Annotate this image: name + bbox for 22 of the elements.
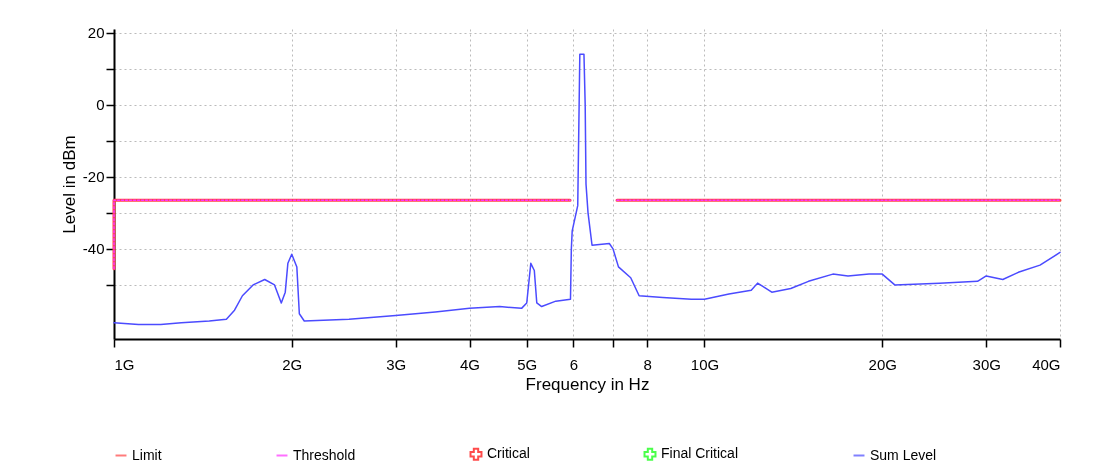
x-axis-title: Frequency in Hz [525, 374, 650, 394]
y-axis-title: Level in dBm [59, 135, 79, 234]
x-tick-label: 10G [690, 355, 720, 373]
y-tick-label: 20 [87, 24, 105, 42]
legend-label: Limit [132, 446, 162, 463]
y-tick-label: 0 [96, 96, 105, 114]
x-tick-label: 8 [643, 355, 652, 373]
y-tick-label: -20 [82, 168, 105, 186]
legend-label: Final Critical [661, 445, 739, 462]
legend-label: Threshold [293, 446, 356, 463]
y-tick-label: -40 [82, 240, 105, 258]
x-tick-label: 40G [1032, 355, 1061, 373]
x-tick-label: 5G [517, 355, 538, 373]
x-tick-label: 30G [972, 355, 1001, 373]
x-tick-label: 3G [386, 355, 407, 373]
x-tick-label: 20G [868, 355, 897, 373]
legend-label: Critical [487, 445, 530, 462]
x-tick-label: 4G [460, 355, 481, 373]
legend-label: Sum Level [870, 446, 937, 463]
x-tick-label: 6 [569, 355, 579, 373]
x-tick-label: 2G [282, 355, 303, 373]
x-tick-label: 1G [114, 355, 135, 373]
